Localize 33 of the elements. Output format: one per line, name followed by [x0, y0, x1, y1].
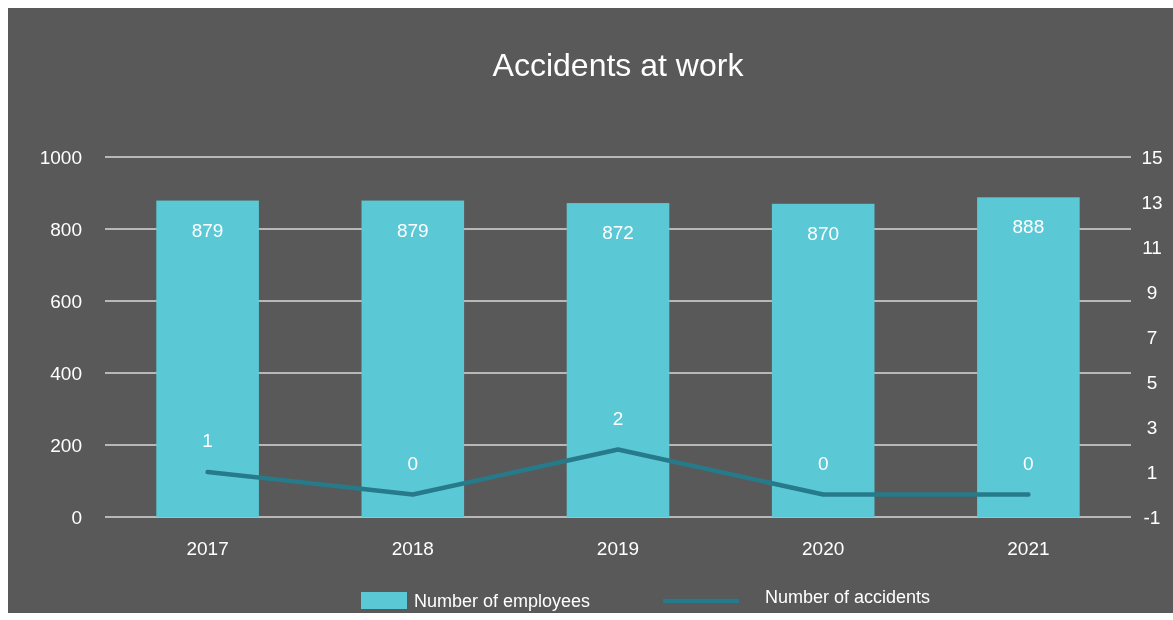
data-label: 870: [807, 222, 840, 244]
x-tick-label: 2019: [596, 538, 640, 559]
x-tick-label: 2020: [802, 538, 845, 559]
data-label: 872: [602, 222, 634, 244]
y2-tick-label: 11: [1142, 236, 1162, 258]
y2-tick-label: 13: [1141, 191, 1163, 213]
legend-label: Number of employees: [414, 591, 591, 612]
y-tick-label: 800: [50, 218, 82, 240]
data-label: 0: [817, 452, 829, 474]
y2-tick-label: 1: [1146, 461, 1158, 483]
y-tick-label: 1000: [39, 146, 82, 168]
data-label: 879: [396, 219, 429, 241]
y2-tick-label: 9: [1146, 281, 1158, 303]
data-label: 0: [407, 452, 419, 474]
data-label: 0: [1023, 452, 1034, 474]
legend-label: Number of accidents: [765, 587, 931, 608]
chart-title: Accidents at work: [492, 47, 745, 83]
y-tick-label: 600: [50, 290, 82, 312]
y2-tick-label: 15: [1141, 146, 1163, 168]
y2-tick-label: -1: [1143, 506, 1161, 528]
data-label: 888: [1012, 216, 1045, 238]
data-label: 1: [202, 430, 213, 451]
y-tick-label: 400: [50, 362, 82, 384]
y2-tick-label: 5: [1146, 371, 1158, 393]
y2-tick-label: 3: [1146, 416, 1158, 438]
y2-tick-label: 7: [1146, 326, 1158, 348]
data-label: 2: [612, 407, 624, 429]
data-label: 879: [191, 219, 224, 241]
x-tick-label: 2021: [1007, 538, 1050, 559]
y-tick-label: 0: [71, 506, 82, 528]
y-tick-label: 200: [50, 434, 82, 456]
x-tick-label: 2017: [186, 538, 229, 559]
x-tick-label: 2018: [391, 538, 434, 559]
